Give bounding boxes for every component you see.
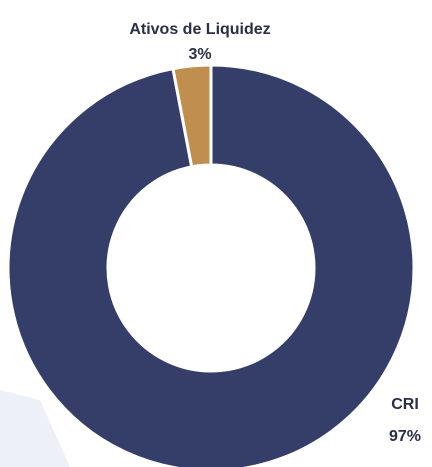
slice-label: Ativos de Liquidez <box>129 21 270 38</box>
slice-label: CRI <box>391 396 419 413</box>
donut-slice <box>171 63 213 169</box>
donut-slice <box>6 63 416 467</box>
slice-value-label: 97% <box>389 428 421 445</box>
background-shape <box>0 390 70 467</box>
slice-value-label: 3% <box>188 46 211 63</box>
